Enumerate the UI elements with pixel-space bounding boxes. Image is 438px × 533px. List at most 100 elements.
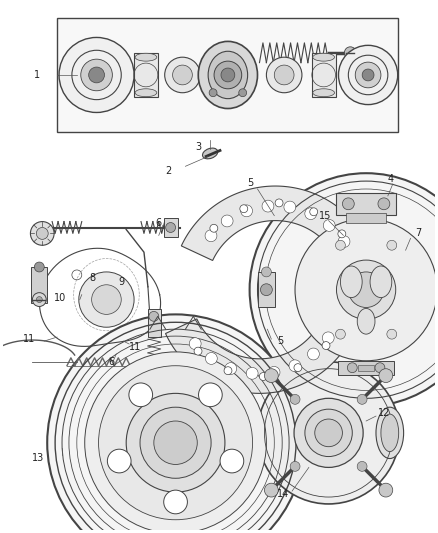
Circle shape	[322, 342, 330, 350]
Circle shape	[205, 230, 217, 241]
Circle shape	[149, 311, 159, 321]
Circle shape	[214, 61, 242, 89]
Circle shape	[375, 363, 385, 373]
Ellipse shape	[370, 266, 392, 297]
Circle shape	[166, 223, 176, 232]
Text: 15: 15	[319, 211, 331, 221]
Circle shape	[339, 45, 398, 104]
Circle shape	[336, 260, 396, 319]
Circle shape	[355, 62, 381, 88]
Circle shape	[294, 398, 363, 467]
Text: 2: 2	[166, 166, 172, 176]
Circle shape	[310, 208, 318, 216]
Ellipse shape	[313, 53, 335, 61]
Circle shape	[378, 198, 390, 209]
Circle shape	[36, 228, 48, 239]
Circle shape	[305, 409, 352, 457]
Circle shape	[343, 198, 354, 209]
Circle shape	[210, 224, 218, 232]
Circle shape	[129, 383, 152, 407]
Circle shape	[315, 419, 343, 447]
Circle shape	[261, 267, 271, 277]
Circle shape	[164, 490, 187, 514]
Circle shape	[290, 394, 300, 405]
Bar	[32, 267, 47, 303]
Circle shape	[221, 68, 235, 82]
Circle shape	[322, 332, 334, 344]
Text: 12: 12	[378, 408, 390, 418]
Circle shape	[362, 69, 374, 81]
Ellipse shape	[357, 309, 375, 334]
Circle shape	[336, 329, 346, 339]
Circle shape	[338, 236, 350, 247]
Bar	[258, 272, 275, 308]
Circle shape	[107, 449, 131, 473]
Circle shape	[250, 173, 438, 406]
Circle shape	[265, 369, 278, 383]
Ellipse shape	[381, 414, 399, 451]
Circle shape	[194, 347, 202, 355]
Circle shape	[274, 65, 294, 85]
Text: 8: 8	[90, 273, 96, 283]
Text: 6: 6	[156, 217, 162, 228]
Bar	[312, 53, 336, 96]
Circle shape	[205, 352, 217, 365]
Circle shape	[79, 272, 134, 327]
Text: 5: 5	[247, 178, 254, 188]
Circle shape	[126, 393, 225, 492]
Circle shape	[240, 205, 252, 217]
Circle shape	[140, 407, 211, 478]
Circle shape	[336, 240, 346, 250]
Circle shape	[289, 360, 301, 372]
Circle shape	[294, 364, 302, 372]
Circle shape	[266, 57, 302, 93]
Ellipse shape	[135, 53, 157, 61]
Circle shape	[173, 65, 192, 85]
Circle shape	[189, 338, 201, 350]
Circle shape	[99, 366, 253, 520]
Ellipse shape	[340, 266, 362, 297]
Bar	[336, 193, 396, 215]
Text: 9: 9	[118, 277, 124, 287]
Bar	[134, 53, 158, 96]
Circle shape	[348, 272, 384, 308]
Text: 14: 14	[277, 489, 290, 499]
Circle shape	[221, 215, 233, 227]
Text: 11: 11	[22, 334, 35, 344]
Circle shape	[344, 47, 356, 59]
Circle shape	[85, 352, 266, 533]
Circle shape	[30, 222, 54, 245]
Bar	[358, 365, 374, 370]
Circle shape	[379, 369, 393, 383]
Text: 10: 10	[54, 293, 67, 303]
Circle shape	[338, 230, 346, 238]
Polygon shape	[181, 186, 373, 266]
Circle shape	[154, 421, 197, 464]
Circle shape	[290, 462, 300, 471]
Circle shape	[225, 362, 237, 375]
Circle shape	[387, 329, 397, 339]
Text: 6: 6	[109, 357, 115, 367]
Bar	[148, 310, 161, 337]
Ellipse shape	[202, 148, 218, 159]
Circle shape	[246, 367, 258, 379]
Circle shape	[259, 373, 267, 381]
Ellipse shape	[198, 42, 258, 109]
Circle shape	[387, 240, 397, 250]
Text: 11: 11	[129, 342, 141, 352]
Circle shape	[81, 59, 113, 91]
Circle shape	[36, 296, 42, 303]
Bar	[339, 361, 394, 375]
Circle shape	[258, 362, 400, 504]
Circle shape	[262, 200, 274, 212]
Circle shape	[59, 37, 134, 112]
Bar	[57, 18, 398, 132]
Circle shape	[347, 363, 357, 373]
Text: 7: 7	[416, 229, 422, 238]
Text: 4: 4	[388, 174, 394, 184]
Ellipse shape	[208, 51, 247, 99]
Text: 5: 5	[277, 336, 283, 346]
Bar	[346, 213, 386, 223]
Circle shape	[268, 366, 280, 378]
Circle shape	[284, 201, 296, 213]
